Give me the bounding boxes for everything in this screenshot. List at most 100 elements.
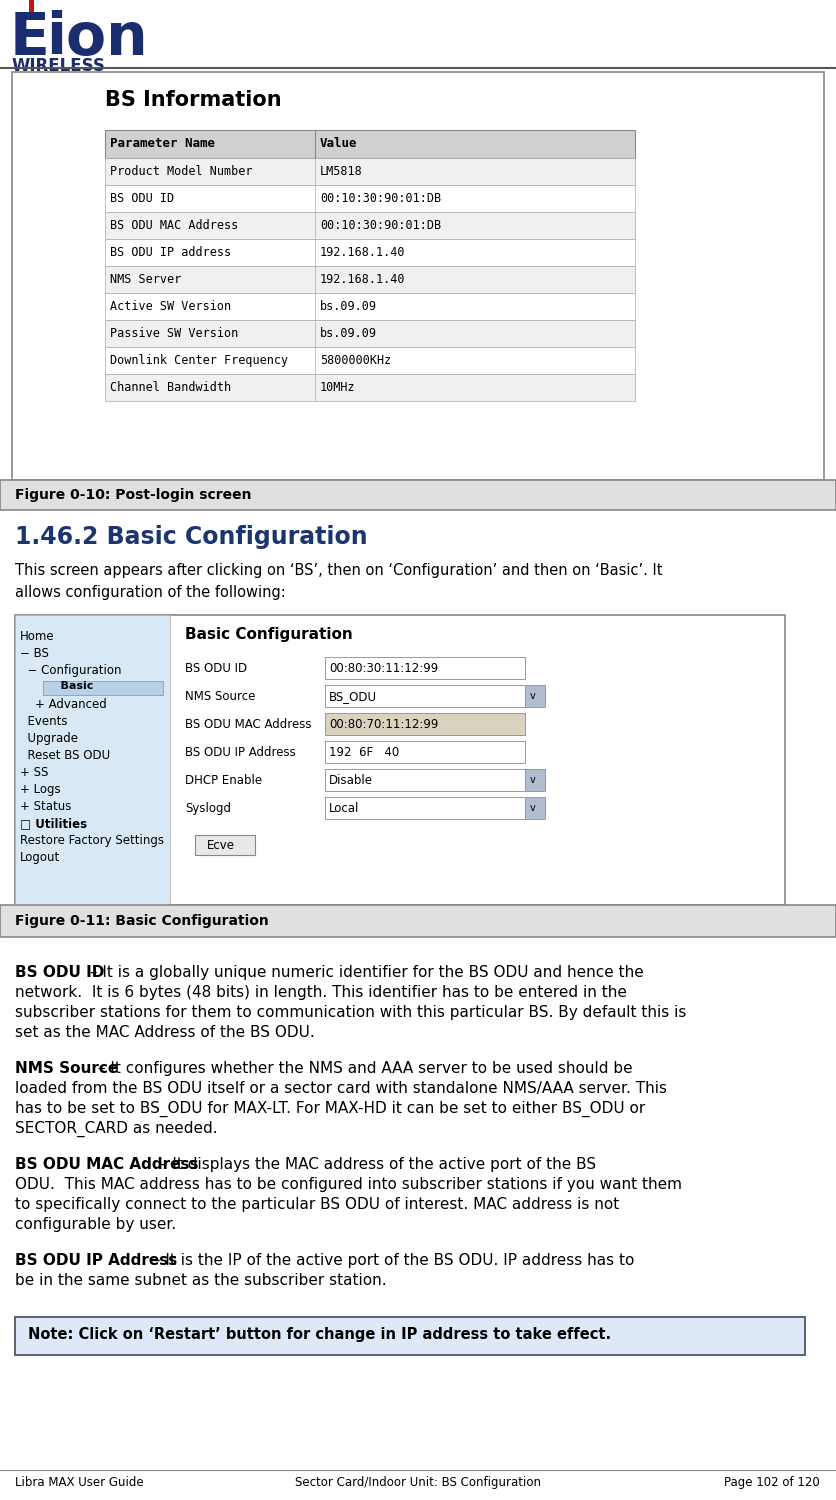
Bar (325, 657, 525, 680)
Text: Disable: Disable (329, 774, 373, 788)
Text: + Status: + Status (20, 800, 71, 813)
Text: v: v (530, 802, 536, 813)
Bar (105, 130, 635, 158)
Text: Product Model Number: Product Model Number (110, 165, 252, 178)
Text: BS ODU MAC Address: BS ODU MAC Address (185, 718, 312, 730)
Text: NMS Server: NMS Server (110, 273, 181, 286)
Bar (0, 480, 836, 510)
Text: subscriber stations for them to communication with this particular BS. By defaul: subscriber stations for them to communic… (15, 1005, 686, 1020)
Text: 192  6F   40: 192 6F 40 (329, 746, 400, 759)
Text: BS_ODU: BS_ODU (329, 690, 377, 703)
Text: allows configuration of the following:: allows configuration of the following: (15, 585, 286, 600)
Text: Active SW Version: Active SW Version (110, 300, 231, 313)
Bar (325, 712, 525, 735)
Text: 192.168.1.40: 192.168.1.40 (320, 273, 405, 286)
Text: Upgrade: Upgrade (20, 732, 78, 746)
Text: network.  It is 6 bytes (48 bits) in length. This identifier has to be entered i: network. It is 6 bytes (48 bits) in leng… (15, 986, 627, 1000)
Text: + Logs: + Logs (20, 783, 61, 796)
Text: Figure 0-10: Post-login screen: Figure 0-10: Post-login screen (15, 488, 252, 502)
Text: ODU.  This MAC address has to be configured into subscriber stations if you want: ODU. This MAC address has to be configur… (15, 1178, 682, 1192)
Bar (15, 615, 785, 904)
Text: 00:10:30:90:01:DB: 00:10:30:90:01:DB (320, 219, 441, 232)
Bar (105, 374, 635, 400)
Text: BS ODU ID: BS ODU ID (110, 192, 174, 206)
Text: Passive SW Version: Passive SW Version (110, 327, 238, 340)
Text: BS ODU ID: BS ODU ID (185, 662, 247, 675)
Text: NMS Source: NMS Source (15, 1060, 118, 1076)
Text: 00:80:70:11:12:99: 00:80:70:11:12:99 (329, 718, 438, 730)
Bar (105, 158, 635, 184)
Text: BS Information: BS Information (105, 90, 282, 110)
Text: 00:80:30:11:12:99: 00:80:30:11:12:99 (329, 662, 438, 675)
Text: E: E (10, 10, 50, 68)
Text: loaded from the BS ODU itself or a sector card with standalone NMS/AAA server. T: loaded from the BS ODU itself or a secto… (15, 1082, 667, 1096)
Text: Logout: Logout (20, 850, 60, 864)
Text: LM5818: LM5818 (320, 165, 363, 178)
Text: BS ODU IP Address: BS ODU IP Address (15, 1252, 177, 1268)
Bar (0, 904, 836, 938)
Text: BS ODU MAC Address: BS ODU MAC Address (110, 219, 238, 232)
Bar (12, 72, 824, 480)
Bar (105, 238, 635, 266)
Bar (525, 686, 545, 706)
Text: 1.46.2 Basic Configuration: 1.46.2 Basic Configuration (15, 525, 368, 549)
Text: Channel Bandwidth: Channel Bandwidth (110, 381, 231, 394)
Text: Ecve: Ecve (207, 839, 235, 852)
Text: BS ODU MAC Address: BS ODU MAC Address (15, 1156, 198, 1172)
Bar (195, 836, 255, 855)
Text: – It configures whether the NMS and AAA server to be used should be: – It configures whether the NMS and AAA … (93, 1060, 633, 1076)
Bar (43, 681, 163, 694)
Bar (105, 266, 635, 292)
Text: 10MHz: 10MHz (320, 381, 355, 394)
Text: This screen appears after clicking on ‘BS’, then on ‘Configuration’ and then on : This screen appears after clicking on ‘B… (15, 562, 662, 578)
Text: Page 102 of 120: Page 102 of 120 (724, 1476, 820, 1490)
Bar (325, 741, 525, 764)
Text: 5800000KHz: 5800000KHz (320, 354, 391, 368)
Text: Figure 0-11: Basic Configuration: Figure 0-11: Basic Configuration (15, 914, 268, 928)
Text: Libra MAX User Guide: Libra MAX User Guide (15, 1476, 144, 1490)
Text: Note: Click on ‘Restart’ button for change in IP address to take effect.: Note: Click on ‘Restart’ button for chan… (28, 1328, 611, 1342)
Text: □ Utilities: □ Utilities (20, 818, 87, 830)
Text: 00:10:30:90:01:DB: 00:10:30:90:01:DB (320, 192, 441, 206)
Text: Parameter Name: Parameter Name (110, 136, 215, 150)
Bar (15, 615, 170, 904)
Bar (105, 346, 635, 374)
Text: − Configuration: − Configuration (20, 664, 121, 676)
Bar (325, 686, 525, 706)
Text: − BS: − BS (20, 646, 48, 660)
Text: Value: Value (320, 136, 358, 150)
Text: 192.168.1.40: 192.168.1.40 (320, 246, 405, 259)
Text: – It is a globally unique numeric identifier for the BS ODU and hence the: – It is a globally unique numeric identi… (85, 964, 644, 980)
Text: v: v (530, 776, 536, 784)
Text: Home: Home (20, 630, 54, 644)
Text: + SS: + SS (20, 766, 48, 778)
Text: ion: ion (46, 10, 148, 68)
Text: Reset BS ODU: Reset BS ODU (20, 748, 110, 762)
Text: SECTOR_CARD as needed.: SECTOR_CARD as needed. (15, 1120, 217, 1137)
Text: has to be set to BS_ODU for MAX-LT. For MAX-HD it can be set to either BS_ODU or: has to be set to BS_ODU for MAX-LT. For … (15, 1101, 645, 1118)
Bar (105, 320, 635, 346)
Text: NMS Source: NMS Source (185, 690, 255, 703)
Text: DHCP Enable: DHCP Enable (185, 774, 263, 788)
Bar (525, 770, 545, 790)
Text: be in the same subnet as the subscriber station.: be in the same subnet as the subscriber … (15, 1274, 386, 1288)
Bar (525, 796, 545, 819)
Text: set as the MAC Address of the BS ODU.: set as the MAC Address of the BS ODU. (15, 1024, 314, 1039)
Text: BS ODU ID: BS ODU ID (15, 964, 104, 980)
Text: Basic Configuration: Basic Configuration (185, 627, 353, 642)
Text: to specifically connect to the particular BS ODU of interest. MAC address is not: to specifically connect to the particula… (15, 1197, 619, 1212)
Text: + Advanced: + Advanced (20, 698, 107, 711)
Bar (325, 796, 525, 819)
Text: Sector Card/Indoor Unit: BS Configuration: Sector Card/Indoor Unit: BS Configuratio… (295, 1476, 541, 1490)
Text: – It is the IP of the active port of the BS ODU. IP address has to: – It is the IP of the active port of the… (148, 1252, 634, 1268)
Bar (105, 292, 635, 320)
Text: Events: Events (20, 716, 68, 728)
Text: Syslogd: Syslogd (185, 802, 231, 814)
Text: WIRELESS: WIRELESS (12, 57, 106, 75)
Bar (325, 770, 525, 790)
Bar (105, 211, 635, 238)
Text: Local: Local (329, 802, 359, 814)
Bar (105, 184, 635, 211)
Text: – It displays the MAC address of the active port of the BS: – It displays the MAC address of the act… (155, 1156, 597, 1172)
Text: BS ODU IP Address: BS ODU IP Address (185, 746, 296, 759)
